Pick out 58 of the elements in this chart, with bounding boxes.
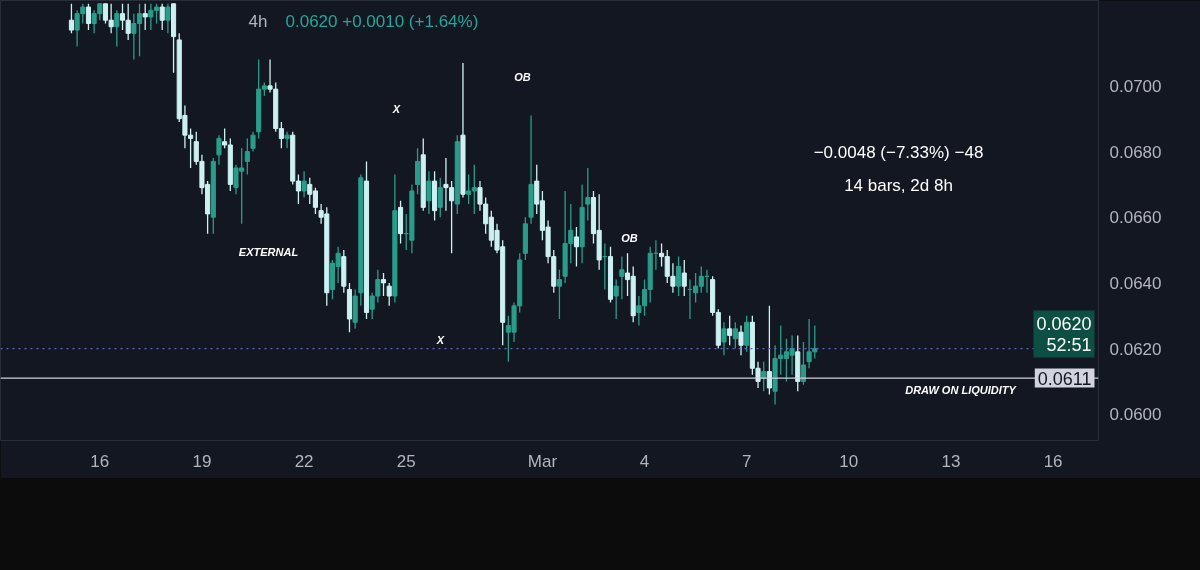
- ref-line-label: 0.0611: [1037, 368, 1092, 389]
- candlestick: [216, 134, 222, 166]
- ref-line-label: 0.0620 52:51: [1036, 313, 1092, 355]
- x-tick-label: 7: [741, 451, 752, 471]
- candlestick: [426, 170, 432, 215]
- annotation: −0.0048 (−7.33%) −48: [813, 143, 984, 162]
- x-tick-label: Mar: [527, 451, 558, 471]
- y-tick-label: 0.0600: [1109, 405, 1162, 425]
- candlestick: [676, 255, 682, 297]
- candlestick: [244, 137, 250, 176]
- candlestick: [585, 167, 591, 222]
- candlestick: [301, 170, 307, 199]
- text: 4h: [248, 11, 268, 31]
- annotation: 0.0620 +0.0010 (+1.64%): [285, 11, 479, 31]
- y-tick-label: 0.0660: [1109, 208, 1162, 228]
- candlestick: [744, 315, 750, 353]
- annotation: OB: [621, 231, 638, 244]
- candlestick: [681, 259, 687, 297]
- candlestick: [165, 3, 171, 34]
- candlestick: [732, 321, 738, 350]
- x-tick-label: 10: [839, 451, 859, 471]
- candlestick: [142, 3, 148, 31]
- candlestick: [386, 282, 392, 307]
- candlestick: [727, 315, 733, 346]
- y-tick-label: 0.0620: [1109, 339, 1162, 359]
- candlestick: [415, 147, 421, 195]
- annotation: DRAW ON LIQUIDITY: [905, 383, 1018, 396]
- candlestick: [619, 255, 625, 300]
- x-tick-label: 13: [941, 451, 961, 471]
- candlestick: [556, 269, 562, 320]
- candlestick: [380, 272, 387, 297]
- candlestick: [250, 131, 256, 153]
- candlestick: [114, 9, 120, 48]
- annotation: X: [391, 102, 401, 115]
- annotation: 14 bars, 2d 8h: [844, 176, 953, 195]
- candlestick: [68, 3, 74, 34]
- candlestick: [573, 226, 580, 268]
- candlestick: [284, 131, 290, 149]
- candlestick: [613, 278, 619, 320]
- candlestick: [437, 177, 443, 218]
- candlestick: [800, 341, 806, 386]
- y-tick-label: 0.0680: [1109, 142, 1162, 162]
- candlestick: [766, 305, 772, 396]
- annotation: EXTERNAL: [238, 245, 299, 258]
- x-tick-label: 16: [90, 451, 110, 471]
- candlestick: [159, 3, 165, 31]
- x-tick-label: 4: [639, 451, 650, 471]
- x-tick-label: 19: [192, 451, 212, 471]
- candlestick: [738, 324, 744, 356]
- y-tick-label: 0.0640: [1109, 273, 1162, 293]
- x-tick-label: 22: [294, 451, 314, 471]
- candlestick: [721, 321, 727, 356]
- x-tick-label: 25: [396, 451, 416, 471]
- x-tick-label: 16: [1043, 451, 1063, 471]
- annotation: X: [435, 333, 445, 346]
- annotation: OB: [514, 70, 531, 83]
- candlestick: [85, 3, 92, 31]
- y-tick-label: 0.0700: [1109, 76, 1162, 96]
